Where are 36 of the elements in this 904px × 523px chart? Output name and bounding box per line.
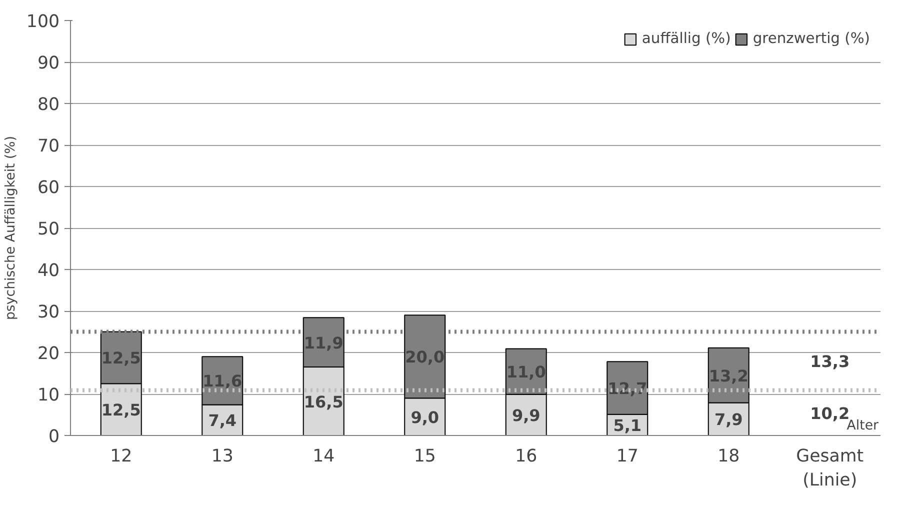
data-label: 12,5 [101, 348, 141, 368]
x-tick-label: 12 [110, 446, 132, 466]
y-tick-label: 30 [37, 302, 60, 322]
legend-label: grenzwertig (%) [752, 30, 870, 47]
y-tick-label: 0 [48, 427, 60, 447]
x-tick-label: 17 [616, 446, 638, 466]
x-tick-label: 18 [718, 446, 740, 466]
data-label: 7,9 [714, 410, 743, 430]
y-tick-label: 70 [37, 136, 60, 156]
y-tick-label: 80 [37, 95, 60, 115]
x-tick-label: 14 [312, 446, 335, 466]
data-label: 9,9 [512, 406, 540, 425]
data-label: 11,6 [202, 372, 242, 391]
data-label: 12,5 [101, 400, 141, 420]
y-tick-label: 40 [37, 261, 60, 281]
data-label: 9,0 [410, 408, 440, 427]
y-tick-label: 100 [26, 12, 60, 32]
x-tick-label: 16 [515, 446, 538, 466]
data-label: 11,0 [506, 362, 546, 382]
y-axis-title: psychische Auffälligkeit (%) [3, 136, 18, 320]
y-tick-label: 10 [37, 386, 60, 406]
annotation: 13,3 [810, 352, 850, 372]
data-label: 16,5 [304, 392, 344, 412]
data-label: 11,9 [304, 333, 344, 352]
data-label: 5,1 [613, 416, 642, 435]
data-label: 20,0 [405, 348, 445, 367]
x-tick-label: 15 [414, 446, 436, 466]
y-tick-label: 90 [37, 54, 60, 74]
data-label: 7,4 [208, 411, 237, 430]
x-tick-label: Gesamt (Linie) [796, 446, 864, 490]
data-label: 13,2 [708, 366, 748, 386]
y-tick-label: 60 [37, 178, 60, 198]
x-tick-label: 13 [211, 446, 234, 466]
y-tick-label: 20 [37, 344, 60, 364]
legend-label: auffällig (%) [642, 30, 731, 47]
y-tick-label: 50 [37, 220, 60, 240]
